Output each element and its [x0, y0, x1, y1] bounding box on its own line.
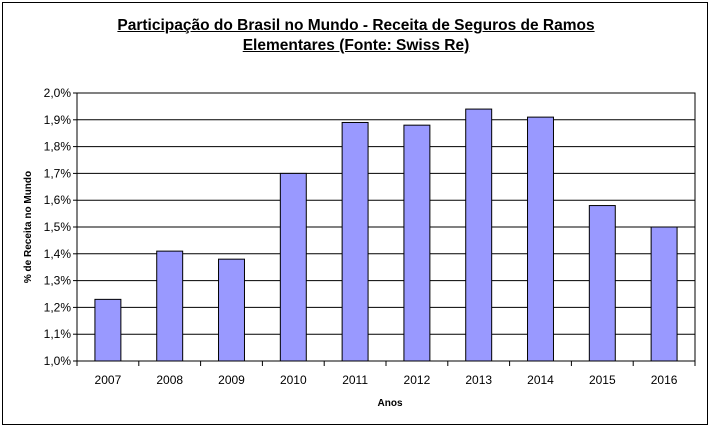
chart-title-line-2: Elementares (Fonte: Swiss Re)	[242, 37, 470, 54]
y-tick-label: 1,2%	[44, 300, 72, 314]
bar-2010	[279, 172, 307, 362]
y-tick-label: 1,5%	[44, 220, 72, 234]
y-tick-label: 1,0%	[44, 354, 72, 368]
y-tick-label: 2,0%	[44, 86, 72, 100]
y-tick-label: 1,6%	[44, 193, 72, 207]
x-tick-label: 2016	[651, 373, 678, 387]
x-tick-label: 2010	[280, 373, 307, 387]
x-tick-label: 2014	[527, 373, 554, 387]
chart-title: Participação do Brasil no Mundo - Receit…	[0, 16, 712, 56]
y-tick-label: 1,1%	[44, 327, 72, 341]
bar-2007	[94, 298, 122, 362]
axes	[73, 92, 696, 366]
bar-2015	[588, 205, 616, 362]
y-tick-label: 1,4%	[44, 247, 72, 261]
y-tick-label: 1,7%	[44, 166, 72, 180]
bar-2013	[465, 108, 493, 362]
y-tick-label: 1,9%	[44, 113, 72, 127]
x-tick-label: 2009	[218, 373, 245, 387]
y-axis-label: % de Receita no Mundo	[23, 171, 34, 283]
bar-2009	[218, 258, 245, 362]
x-tick-label: 2012	[404, 373, 431, 387]
bar-2008	[156, 250, 184, 362]
bar-2016	[650, 226, 678, 362]
bar-2012	[403, 124, 431, 362]
x-tick-label: 2013	[465, 373, 492, 387]
y-tick-labels: 1,0% 1,1% 1,2% 1,3% 1,4% 1,5% 1,6% 1,7% 1,8% 1,9%…	[44, 86, 72, 368]
y-tick-label: 1,8%	[44, 140, 72, 154]
x-axis-label: Anos	[378, 398, 403, 409]
y-tick-label: 1,3%	[44, 274, 72, 288]
x-tick-label: 2015	[589, 373, 616, 387]
x-tick-label: 2011	[342, 373, 368, 387]
bar-2011	[341, 121, 369, 362]
x-tick-label: 2008	[156, 373, 183, 387]
x-tick-labels: 2007 2008 2009 2010 2011 2012 2013 2014 2015 2016	[95, 373, 678, 387]
bar-2014	[527, 116, 554, 362]
chart-title-line-1: Participação do Brasil no Mundo - Receit…	[117, 17, 595, 34]
x-tick-label: 2007	[95, 373, 122, 387]
